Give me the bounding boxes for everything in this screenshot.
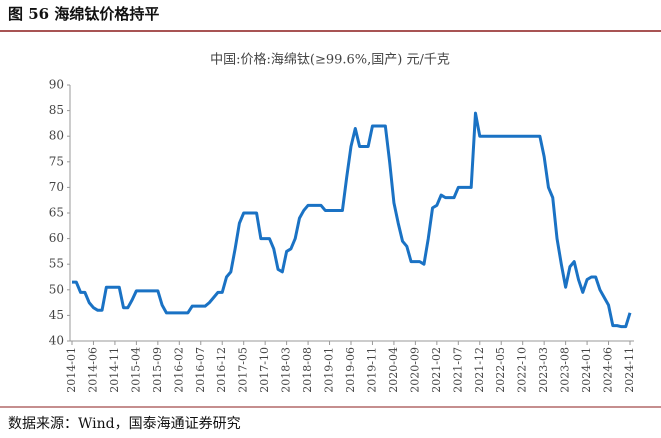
- x-tick-label: 2024-06: [602, 347, 615, 393]
- y-tick-label: 85: [49, 103, 64, 117]
- x-tick-label: 2016-02: [172, 347, 185, 393]
- x-tick-label: 2024-01: [580, 347, 593, 393]
- x-tick-label: 2021-12: [473, 347, 486, 393]
- x-tick-label: 2014-01: [65, 347, 78, 393]
- y-tick-label: 80: [49, 129, 64, 143]
- x-tick-label: 2021-07: [451, 347, 464, 393]
- x-tick-label: 2016-12: [215, 347, 228, 393]
- x-tick-label: 2014-06: [86, 347, 99, 393]
- x-tick-label: 2019-11: [365, 347, 378, 393]
- x-tick-label: 2024-11: [623, 347, 636, 393]
- x-tick-label: 2017-10: [258, 347, 271, 393]
- source: 数据来源：Wind，国泰海通证券研究: [8, 416, 241, 432]
- x-tick-label: 2020-04: [387, 347, 400, 393]
- y-tick-label: 45: [49, 308, 64, 322]
- y-tick-label: 75: [49, 154, 64, 168]
- y-tick-label: 55: [49, 257, 64, 271]
- y-tick-label: 70: [49, 180, 64, 194]
- x-tick-label: 2018-08: [301, 347, 314, 393]
- x-tick-label: 2016-07: [194, 347, 207, 393]
- price-line: [72, 111, 632, 329]
- y-tick-label: 50: [49, 282, 64, 296]
- x-tick-label: 2019-06: [344, 347, 357, 393]
- x-tick-label: 2019-01: [323, 347, 336, 393]
- x-tick-label: 2015-04: [129, 347, 142, 393]
- x-tick-label: 2015-09: [151, 347, 164, 393]
- x-tick-label: 2017-05: [237, 347, 250, 393]
- x-tick-label: 2023-03: [537, 347, 550, 393]
- y-tick-label: 40: [49, 334, 64, 348]
- x-tick-label: 2020-09: [408, 347, 421, 393]
- figure-title: 图 56 海绵钛价格持平: [8, 5, 159, 23]
- chart-title: 中国:价格:海绵钛(≥99.6%,国产) 元/千克: [210, 52, 450, 68]
- x-tick-label: 2018-03: [280, 347, 293, 393]
- x-tick-label: 2022-05: [494, 347, 507, 393]
- x-tick-label: 2014-11: [108, 347, 121, 393]
- y-tick-label: 65: [49, 206, 64, 220]
- x-tick-label: 2023-08: [559, 347, 572, 393]
- y-tick-label: 90: [49, 78, 64, 92]
- y-tick-label: 60: [49, 231, 64, 245]
- x-tick-label: 2021-02: [430, 347, 443, 393]
- x-tick-label: 2022-10: [516, 347, 529, 393]
